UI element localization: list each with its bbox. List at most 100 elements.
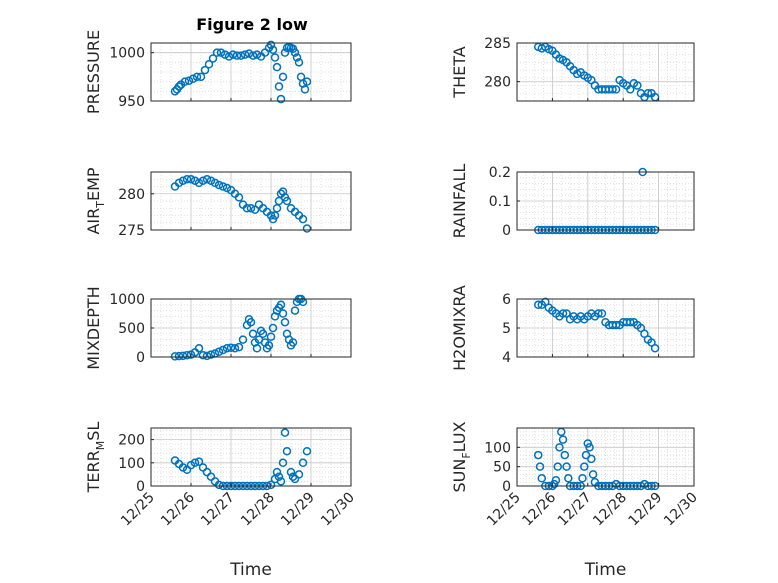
data-point bbox=[276, 94, 286, 104]
data-point bbox=[276, 477, 286, 486]
data-point bbox=[250, 205, 260, 214]
data-point bbox=[294, 470, 304, 479]
data-point bbox=[276, 300, 286, 310]
data-point bbox=[298, 458, 308, 468]
y-tick-label: 0.2 bbox=[489, 165, 511, 181]
data-point bbox=[242, 204, 252, 213]
y-tick-label: 0.1 bbox=[489, 194, 511, 210]
data-point bbox=[302, 446, 312, 456]
data-point bbox=[294, 58, 304, 67]
data-point bbox=[626, 85, 635, 94]
data-point bbox=[560, 450, 570, 460]
data-point bbox=[272, 467, 282, 477]
data-point bbox=[643, 89, 653, 98]
x-axis-label: Time bbox=[584, 560, 627, 580]
y-tick-label: 285 bbox=[484, 36, 511, 52]
data-point bbox=[268, 323, 278, 333]
data-point bbox=[286, 467, 296, 477]
data-point bbox=[580, 462, 589, 471]
data-point bbox=[597, 309, 607, 318]
data-point bbox=[244, 49, 254, 58]
y-axis-label: RAINFALL bbox=[450, 164, 469, 239]
data-point bbox=[198, 351, 208, 360]
data-point bbox=[214, 480, 224, 490]
subplot-4: 0 0.1 0.2 RAINFALL bbox=[450, 164, 695, 239]
y-tick-label: 0 bbox=[502, 479, 511, 495]
data-point bbox=[587, 454, 596, 464]
axes-box bbox=[516, 42, 695, 102]
data-point bbox=[611, 85, 621, 94]
data-point bbox=[174, 351, 184, 361]
y-tick-label: 4 bbox=[502, 350, 511, 366]
y-axis-label: SUNFLUX bbox=[450, 421, 473, 492]
subplot-2: 280 285 THETA bbox=[450, 36, 695, 102]
data-point bbox=[555, 443, 564, 452]
data-point bbox=[202, 351, 212, 361]
data-point bbox=[204, 60, 214, 69]
data-point bbox=[178, 351, 188, 361]
data-point bbox=[290, 306, 300, 315]
data-point bbox=[533, 300, 543, 310]
data-point bbox=[626, 317, 635, 327]
data-point bbox=[234, 342, 244, 352]
data-point bbox=[266, 40, 276, 50]
figure-title: Figure 2 low bbox=[196, 15, 308, 34]
data-point bbox=[202, 175, 212, 184]
y-tick-label: 500 bbox=[118, 321, 145, 337]
data-point bbox=[282, 196, 292, 206]
data-point bbox=[558, 309, 568, 318]
data-point bbox=[282, 446, 292, 456]
data-point bbox=[170, 352, 180, 361]
data-point bbox=[214, 180, 224, 190]
data-point bbox=[182, 175, 192, 184]
data-point bbox=[266, 480, 276, 490]
data-point bbox=[268, 45, 278, 55]
data-point bbox=[594, 309, 603, 318]
data-point bbox=[278, 309, 288, 318]
subplot-6: 4 5 6 H2OMIXRA bbox=[450, 285, 695, 371]
data-point bbox=[298, 214, 308, 224]
data-point bbox=[537, 474, 547, 483]
y-tick-label: 0 bbox=[136, 479, 145, 495]
data-point bbox=[588, 470, 598, 479]
data-point bbox=[248, 51, 258, 60]
data-point bbox=[228, 50, 238, 59]
data-point bbox=[224, 52, 234, 61]
y-tick-label: 50 bbox=[493, 460, 511, 476]
data-point bbox=[214, 347, 224, 357]
data-point bbox=[220, 50, 230, 59]
data-point bbox=[302, 77, 312, 86]
data-point bbox=[192, 72, 202, 82]
data-point bbox=[198, 176, 208, 185]
data-point bbox=[266, 332, 276, 341]
data-point bbox=[240, 50, 250, 59]
data-point bbox=[278, 72, 288, 82]
data-point bbox=[252, 50, 262, 59]
data-point bbox=[264, 341, 274, 350]
data-point bbox=[194, 344, 204, 353]
y-tick-label: 1000 bbox=[109, 292, 145, 308]
y-axis-label: AIRTEMP bbox=[84, 167, 107, 234]
data-point bbox=[274, 82, 284, 91]
y-axis-label: MIXDEPTH bbox=[84, 286, 103, 369]
y-axis-label: PRESSURE bbox=[84, 30, 103, 114]
data-point bbox=[188, 74, 198, 84]
data-point bbox=[581, 450, 591, 460]
data-point bbox=[300, 85, 310, 94]
y-tick-label: 280 bbox=[118, 187, 145, 203]
y-tick-label: 100 bbox=[484, 440, 511, 456]
data-point bbox=[218, 345, 228, 355]
data-point bbox=[558, 435, 568, 444]
data-point bbox=[578, 474, 587, 483]
data-point bbox=[288, 338, 298, 347]
y-tick-label: 275 bbox=[118, 223, 145, 239]
data-point bbox=[611, 320, 621, 330]
data-point bbox=[280, 317, 290, 327]
data-point bbox=[226, 343, 236, 352]
data-point bbox=[292, 53, 302, 62]
data-point bbox=[533, 450, 543, 460]
y-tick-label: 1000 bbox=[109, 46, 145, 62]
data-point bbox=[216, 48, 226, 57]
data-point bbox=[222, 344, 232, 353]
